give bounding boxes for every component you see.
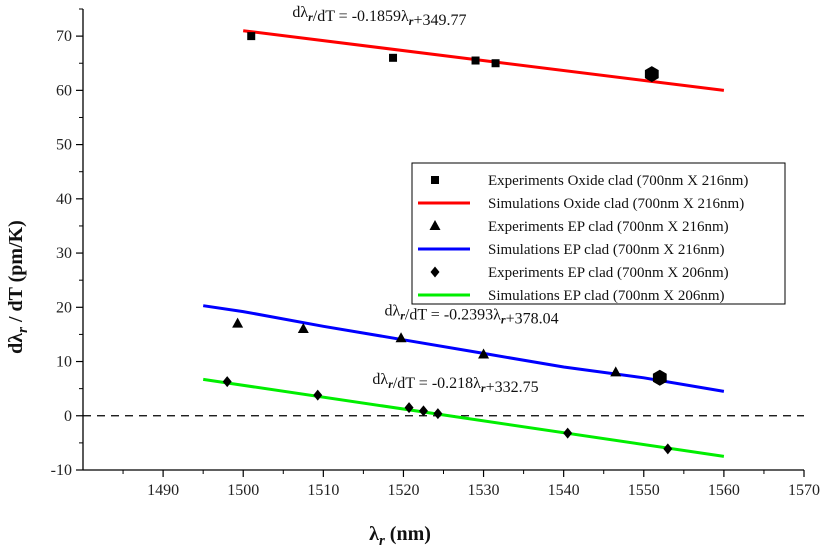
series-layer <box>202 29 725 458</box>
legend: Experiments Oxide clad (700nm X 216nm) Si… <box>411 162 786 305</box>
x-tick-label: 1550 <box>628 482 660 499</box>
data-point-diamond <box>313 389 323 401</box>
data-point-diamond <box>663 443 673 455</box>
highlight-hexagon-point <box>652 369 667 386</box>
x-tick-label: 1520 <box>387 482 419 499</box>
legend-marker-swatch <box>429 220 441 230</box>
y-tick-label: 20 <box>56 299 72 316</box>
x-tick-label: 1490 <box>147 482 179 499</box>
legend-item-2: Experiments EP clad (700nm X 216nm) <box>429 219 729 235</box>
series-scatter-4 <box>222 376 673 455</box>
x-tick-label: 1510 <box>307 482 339 499</box>
legend-item-1: Simulations Oxide clad (700nm X 216nm) <box>418 196 744 212</box>
data-point-square <box>389 53 398 62</box>
eq-ep206-annotation: dλr/dT = -0.218λr+332.75 <box>372 371 538 396</box>
y-tick-label: 10 <box>56 354 72 371</box>
y-tick-label: 0 <box>64 408 72 425</box>
data-point-diamond <box>433 408 443 420</box>
data-point-diamond <box>404 402 414 414</box>
legend-label: Simulations Oxide clad (700nm X 216nm) <box>488 196 744 212</box>
legend-label: Experiments EP clad (700nm X 206nm) <box>488 265 729 281</box>
y-tick-label: 40 <box>56 191 72 208</box>
simulation-line <box>202 377 725 458</box>
legend-label: Experiments EP clad (700nm X 216nm) <box>488 219 729 235</box>
legend-item-4: Experiments EP clad (700nm X 206nm) <box>430 265 729 281</box>
data-point-square <box>491 59 500 68</box>
x-tick-label: 1530 <box>468 482 500 499</box>
data-point-diamond <box>222 376 232 388</box>
annotations: dλr/dT = -0.1859λr+349.77 dλr/dT = -0.239… <box>292 4 558 396</box>
data-point-square <box>247 32 256 41</box>
x-tick-label: 1570 <box>788 482 820 499</box>
highlight-hexagon-point <box>644 66 659 83</box>
eq-oxide-annotation: dλr/dT = -0.1859λr+349.77 <box>292 4 466 29</box>
x-tick-label: 1500 <box>227 482 259 499</box>
series-line-1 <box>243 29 725 92</box>
x-axis-title: λr (nm) <box>369 523 431 549</box>
y-tick-label: 60 <box>56 82 72 99</box>
y-tick-label: 50 <box>56 137 72 154</box>
simulation-line <box>202 304 725 393</box>
x-tick-label: 1560 <box>708 482 740 499</box>
legend-box <box>411 162 786 305</box>
y-tick-label: 30 <box>56 245 72 262</box>
series-scatter-0 <box>247 32 500 68</box>
eq-ep216-annotation: dλr/dT = -0.2393λr+378.04 <box>384 302 558 327</box>
y-tick-label: -10 <box>51 462 72 479</box>
y-axis-title: dλr / dT (pm/K) <box>5 220 31 354</box>
legend-item-0: Experiments Oxide clad (700nm X 216nm) <box>431 173 748 189</box>
data-point-diamond <box>418 405 428 417</box>
legend-label: Experiments Oxide clad (700nm X 216nm) <box>488 173 748 189</box>
axes: 1490 1500 1510 1520 1530 1540 1550 1560 1570 -10 0… <box>51 8 820 499</box>
data-point-triangle <box>395 332 407 343</box>
data-point-square <box>471 56 480 65</box>
data-point-triangle <box>610 366 622 377</box>
legend-label: Simulations EP clad (700nm X 216nm) <box>488 242 725 258</box>
simulation-line <box>243 29 725 92</box>
x-tick-label: 1540 <box>548 482 580 499</box>
legend-marker-swatch <box>431 176 439 184</box>
data-point-diamond <box>563 427 573 439</box>
legend-item-5: Simulations EP clad (700nm X 206nm) <box>418 288 725 304</box>
data-point-triangle <box>297 322 309 333</box>
legend-item-3: Simulations EP clad (700nm X 216nm) <box>418 242 725 258</box>
y-tick-label: 70 <box>56 28 72 45</box>
series-scatter-2 <box>232 317 622 377</box>
series-line-5 <box>202 377 725 458</box>
data-point-triangle <box>232 317 244 328</box>
legend-marker-swatch <box>430 266 440 278</box>
data-point-triangle <box>478 348 490 359</box>
series-line-3 <box>202 304 725 393</box>
legend-label: Simulations EP clad (700nm X 206nm) <box>488 288 725 304</box>
